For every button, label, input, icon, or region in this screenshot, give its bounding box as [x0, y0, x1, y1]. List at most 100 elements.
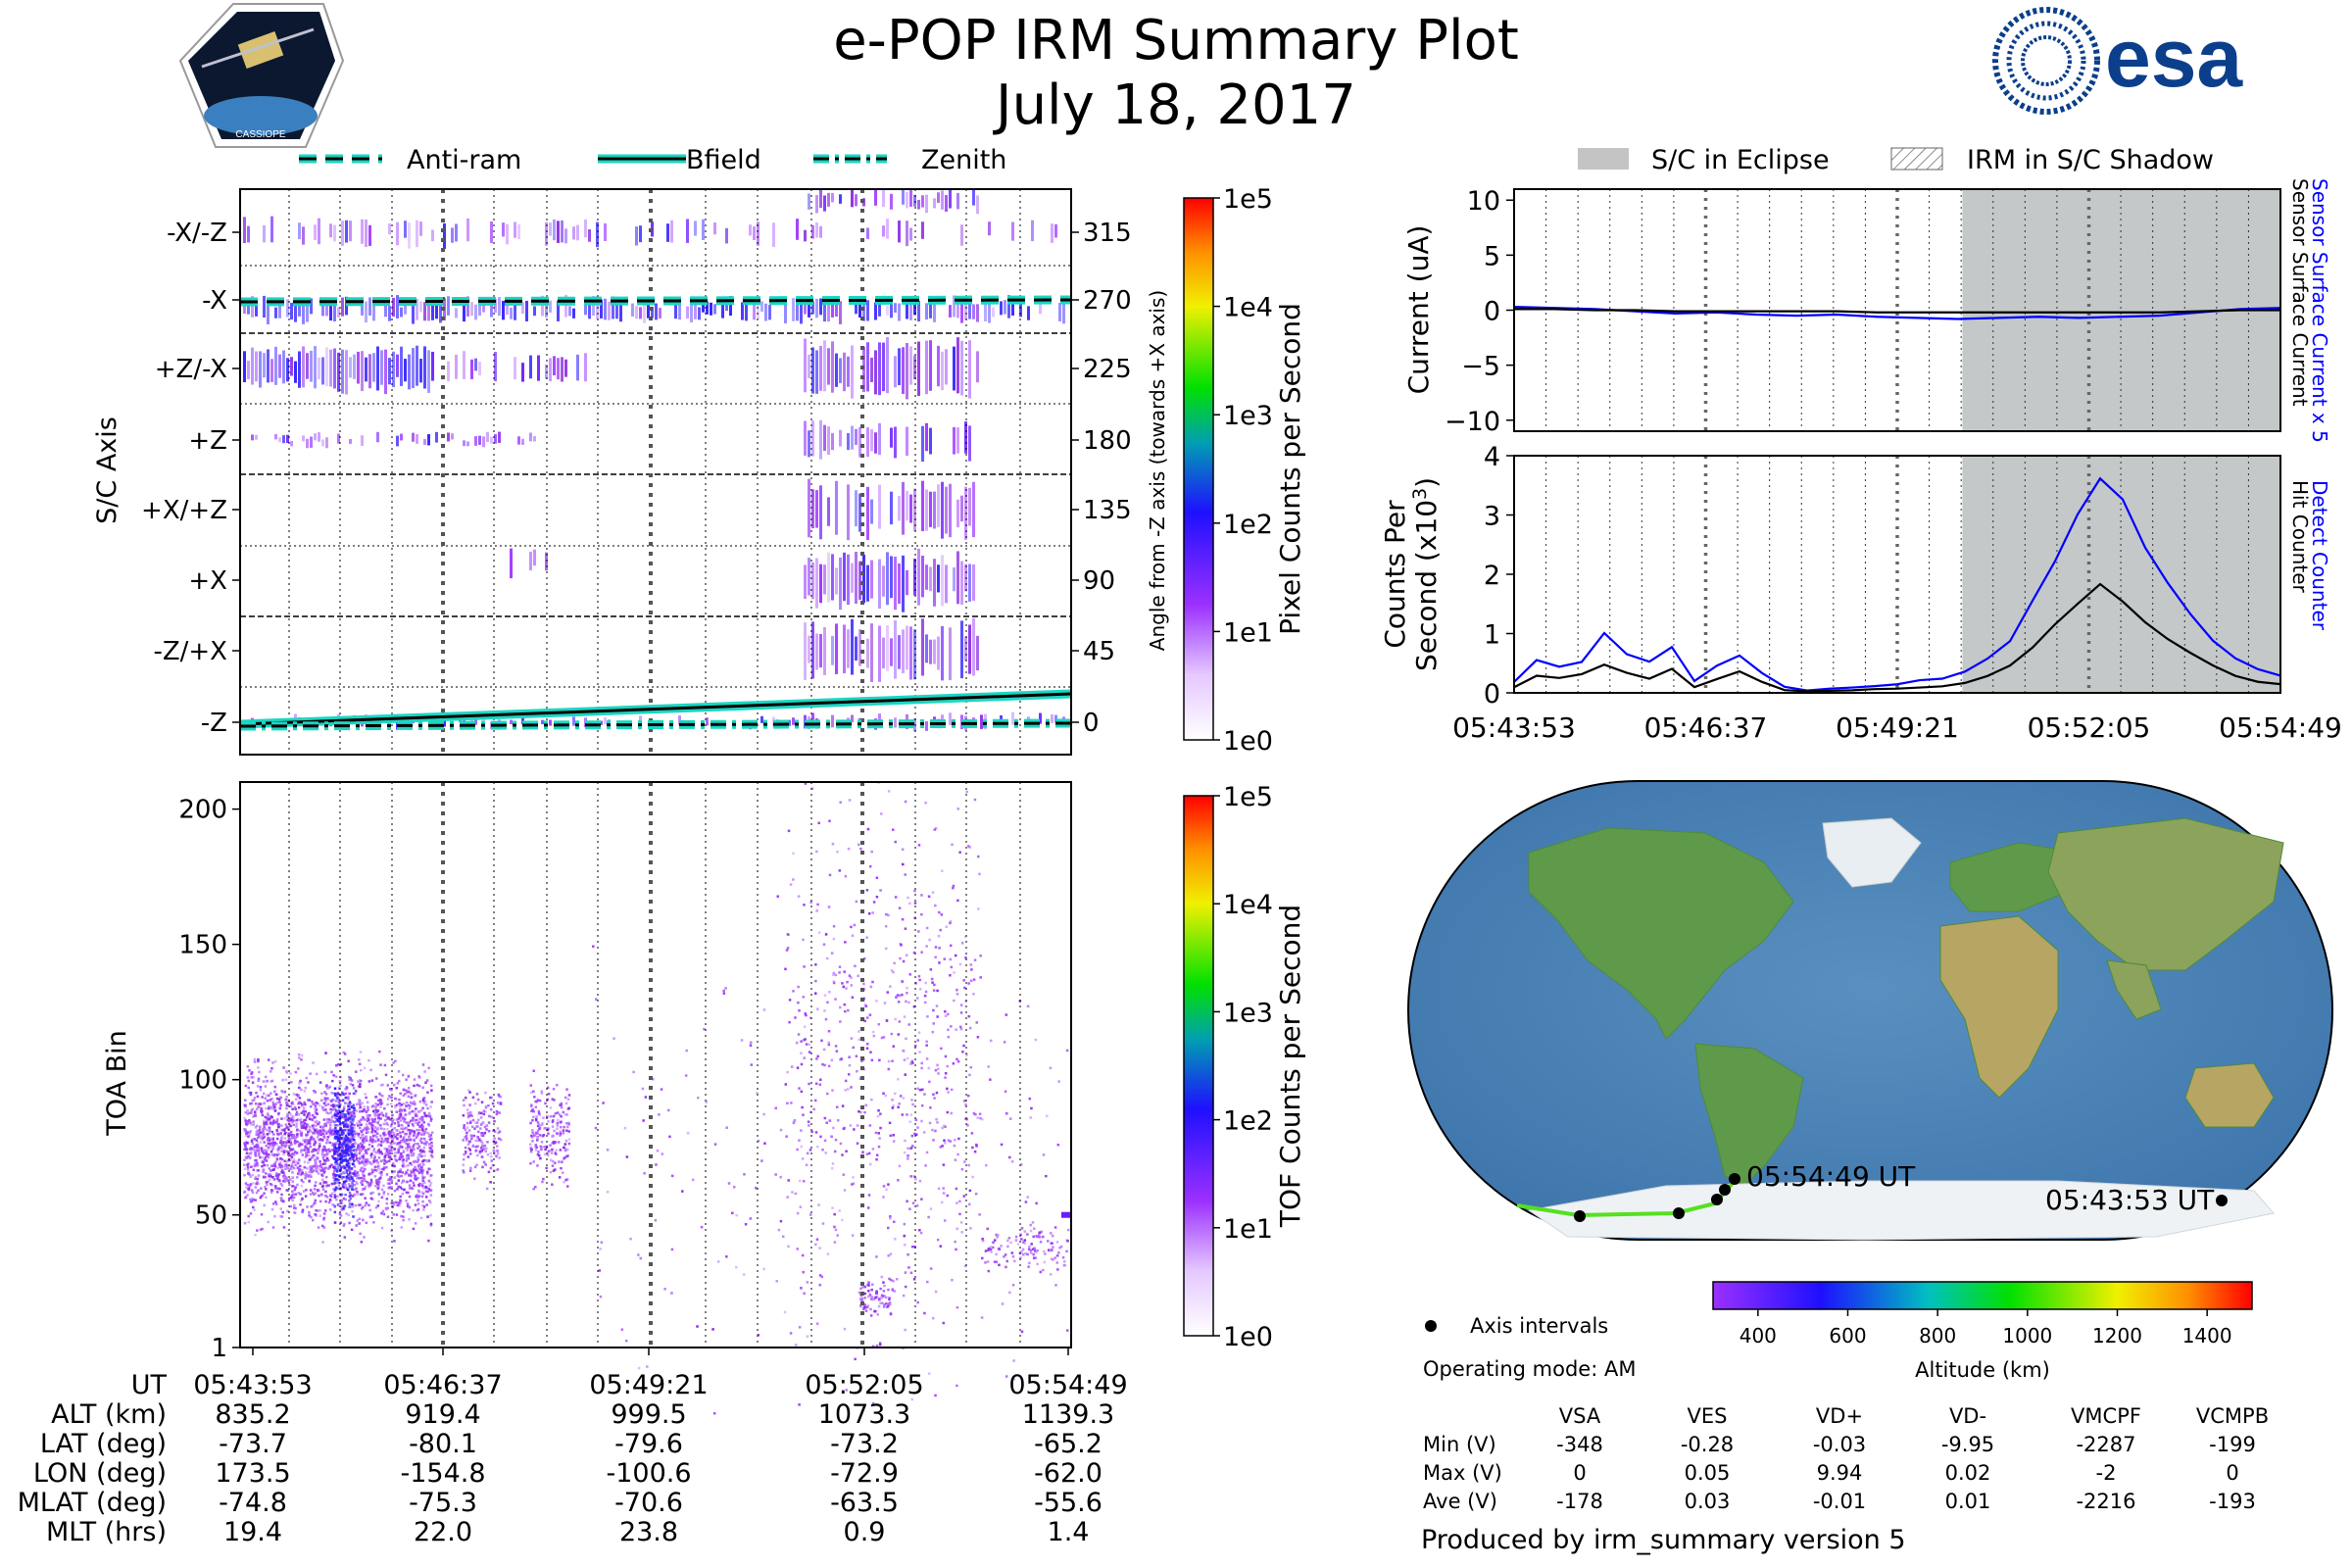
sc-axis-label: -Z: [201, 709, 227, 738]
sc-axis-direction-lines: [239, 295, 1072, 731]
colorbar-tick: 1e3: [1223, 998, 1273, 1028]
stats-cell: -0.28: [1681, 1433, 1734, 1456]
sc-angle-tick: 270: [1083, 286, 1132, 316]
sc-axis-label: +X/+Z: [141, 496, 227, 525]
ephem-cell: -62.0: [1034, 1458, 1102, 1489]
track-start-label: 05:43:53 UT: [2045, 1184, 2215, 1216]
legend-label-0: Anti-ram: [407, 145, 521, 175]
colorbar-tick: 1e4: [1223, 890, 1273, 920]
operating-mode: Operating mode: AM: [1423, 1357, 1636, 1381]
toa-counts: [243, 781, 1071, 1415]
altitude-tick: 1200: [2092, 1324, 2142, 1348]
ephem-header: LON (deg): [33, 1458, 167, 1489]
sc-axis-label: -Z/+X: [153, 637, 227, 666]
ephem-cell: 999.5: [611, 1399, 686, 1430]
counts-frame: [1513, 455, 2281, 694]
colorbar-tick: 1e2: [1223, 1106, 1273, 1137]
ephem-cell: -74.8: [219, 1488, 287, 1518]
ephem-cell: -72.9: [830, 1458, 899, 1489]
current-ytick: 5: [1484, 241, 1500, 271]
ephem-cell: -65.2: [1034, 1429, 1102, 1459]
counts-ytick: 1: [1484, 620, 1500, 651]
axis-interval-dot: [1574, 1210, 1586, 1222]
toa-ytick: 200: [178, 796, 227, 825]
ephem-header: MLAT (deg): [18, 1488, 167, 1518]
counts-ytick: 0: [1484, 679, 1500, 710]
counts-panel: 4 3 2 1 0 Counts Per Second (x103) Detect Count…: [1379, 442, 2342, 744]
sc-angle-tick: 180: [1083, 426, 1132, 456]
ephem-cell: -70.6: [614, 1488, 683, 1518]
counts-xtick: 05:54:49: [2219, 711, 2342, 744]
current-right-label-1: Sensor Surface Current: [2288, 178, 2312, 407]
toa-frame: [239, 781, 1072, 1348]
ephem-header: UT: [131, 1370, 168, 1400]
colorbar-tick: 1e3: [1223, 401, 1273, 431]
stats-cell: 0.01: [1945, 1490, 1991, 1513]
colorbar-tick: 1e4: [1223, 293, 1273, 323]
sc-axis-ylabel-right: Angle from -Z axis (towards +X axis): [1146, 290, 1169, 651]
stats-cell: -178: [1556, 1490, 1603, 1513]
stats-cell: -193: [2209, 1490, 2256, 1513]
current-ylabel: Current (uA): [1402, 225, 1435, 395]
altitude-tick: 1000: [2002, 1324, 2052, 1348]
cassiope-logo-text: CASSIOPE: [235, 129, 285, 140]
ephem-cell: 05:52:05: [805, 1370, 923, 1400]
toa-ytick: 50: [195, 1201, 227, 1231]
ephem-cell: 05:43:53: [193, 1370, 312, 1400]
stats-col-header: VCMPB: [2196, 1404, 2269, 1428]
ephem-cell: -79.6: [614, 1429, 683, 1459]
stats-cell: 0: [2226, 1461, 2238, 1485]
ephem-cell: 0.9: [844, 1517, 886, 1547]
axis-interval-dot: [1719, 1184, 1731, 1196]
current-ytick: −5: [1461, 352, 1500, 382]
ground-track-map: 05:54:49 UT 05:43:53 UT Axis intervals Oper…: [1407, 780, 2333, 1381]
counts-ytick: 4: [1484, 442, 1500, 472]
current-series-1: [1514, 308, 2280, 314]
ephem-cell: -80.1: [409, 1429, 477, 1459]
axis-interval-dot: [1673, 1207, 1685, 1219]
toa-ylabel: TOA Bin: [102, 1030, 132, 1136]
legend-dot: [1425, 1320, 1437, 1332]
tof-colorbar: 1e0 1e1 1e2 1e3 1e4 1e5 TOF Counts per Second: [1183, 782, 1306, 1352]
toa-ytick: 1: [211, 1334, 227, 1363]
stats-col-header: VD+: [1816, 1404, 1863, 1428]
ephem-cell: 1073.3: [818, 1399, 910, 1430]
ephem-cell: 22.0: [414, 1517, 472, 1547]
current-series-0: [1513, 306, 2281, 320]
stats-cell: 0.02: [1945, 1461, 1991, 1485]
altitude-colorbar: 400 600 800 1000 1200 1400 Altitude (km): [1712, 1281, 2253, 1382]
ephem-cell: 05:49:21: [589, 1370, 708, 1400]
ephem-cell: 05:54:49: [1008, 1370, 1127, 1400]
shadow-swatch: [1890, 147, 1943, 171]
current-panel: 10 5 0 −5 −10 Current (uA) Sensor Surface Curr…: [1402, 178, 2331, 443]
stats-cell: 9.94: [1817, 1461, 1863, 1485]
counts-series-1: [1513, 582, 2281, 693]
esa-logo-text: esa: [2105, 12, 2243, 104]
sc-angle-tick: 45: [1083, 637, 1115, 666]
altitude-tick: 600: [1829, 1324, 1866, 1348]
ephem-cell: 919.4: [405, 1399, 480, 1430]
esa-logo: esa: [1992, 7, 2243, 115]
ephem-cell: -154.8: [400, 1458, 485, 1489]
counts-xtick: 05:46:37: [1644, 711, 1768, 744]
page-date: July 18, 2017: [996, 74, 1356, 137]
toa-ytick: 100: [178, 1066, 227, 1096]
stats-cell: -9.95: [1941, 1433, 1994, 1456]
legend-label-1: Bfield: [686, 145, 761, 175]
stats-col-header: VD-: [1949, 1404, 1986, 1428]
stats-cell: -2287: [2076, 1433, 2135, 1456]
colorbar-tick: 1e2: [1223, 510, 1273, 540]
ephem-cell: 05:46:37: [383, 1370, 502, 1400]
stats-cell: -348: [1556, 1433, 1603, 1456]
colorbar-tick: 1e0: [1223, 726, 1273, 757]
page-title: e-POP IRM Summary Plot: [833, 9, 1519, 73]
voltage-stats-table: VSA VES VD+ VD- VMCPF VCMPB Min (V) -348 -0.28 -0…: [1423, 1404, 2269, 1513]
stats-col-header: VMCPF: [2071, 1404, 2141, 1428]
colorbar-tick: 1e5: [1223, 184, 1273, 215]
ephem-header: MLT (hrs): [46, 1517, 167, 1547]
eclipse-label: S/C in Eclipse: [1651, 145, 1830, 175]
ephem-header: ALT (km): [51, 1399, 167, 1430]
colorbar-tick: 1e5: [1223, 782, 1273, 812]
stats-cell: 0.05: [1685, 1461, 1731, 1485]
